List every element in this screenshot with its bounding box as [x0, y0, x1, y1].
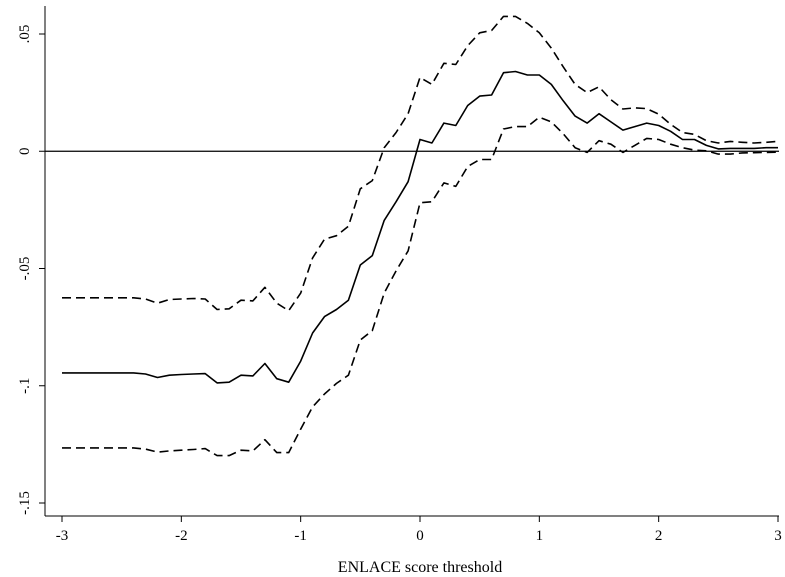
x-tick-label: 3	[774, 528, 782, 544]
x-tick-label: 0	[416, 528, 424, 544]
y-tick-label: -.1	[17, 378, 33, 394]
x-axis-ticks: -3 -2 -1 0 1 2 3	[56, 516, 782, 544]
series-layer	[62, 15, 779, 457]
y-tick-label: -.15	[17, 491, 33, 515]
y-tick-label: .05	[17, 25, 33, 44]
x-tick-label: -3	[56, 528, 69, 544]
confidence-band-line-2	[62, 116, 779, 457]
x-tick-label: 2	[655, 528, 663, 544]
y-axis-ticks: .05 0 -.05 -.1 -.15	[17, 25, 45, 515]
estimate-line	[62, 70, 778, 384]
x-tick-label: 1	[536, 528, 544, 544]
x-tick-label: -2	[175, 528, 188, 544]
confidence-band-line-1	[62, 15, 779, 312]
chart-axes	[44, 6, 779, 517]
x-axis-title: ENLACE score threshold	[338, 559, 502, 576]
y-tick-label: -.05	[17, 257, 33, 281]
y-tick-label: 0	[17, 148, 33, 156]
x-tick-label: -1	[294, 528, 307, 544]
